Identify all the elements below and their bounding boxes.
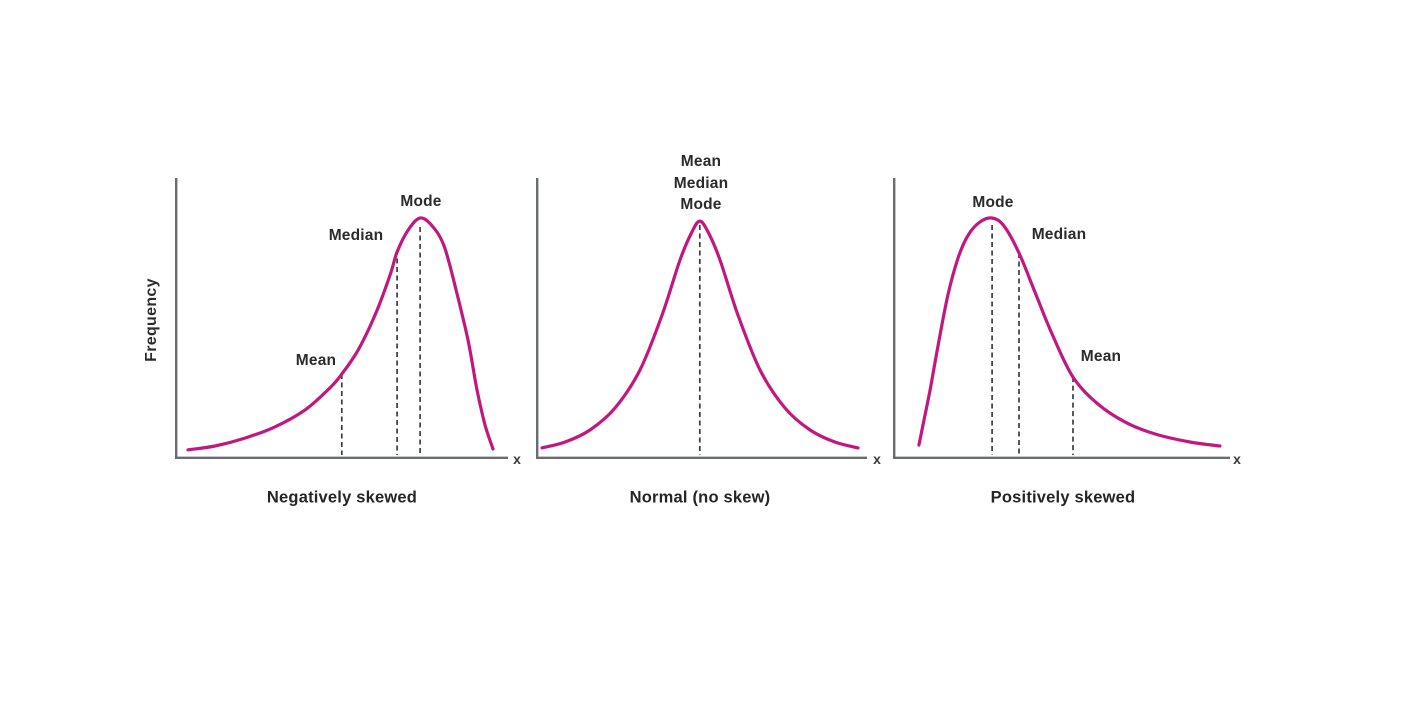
panel-caption-normal: Normal (no skew) bbox=[629, 488, 771, 507]
x-axis-label: x bbox=[873, 451, 881, 467]
marker-label-mode: Mode bbox=[400, 193, 442, 210]
marker-label-median: Median bbox=[328, 227, 384, 244]
marker-label-mean: Mean bbox=[1080, 348, 1122, 365]
y-axis-label-frequency: Frequency bbox=[143, 278, 160, 362]
panel-caption-negatively-skewed: Negatively skewed bbox=[266, 488, 418, 507]
panel-caption-positively-skewed: Positively skewed bbox=[990, 488, 1136, 507]
axes bbox=[536, 178, 867, 459]
x-axis-label: x bbox=[513, 451, 521, 467]
density-curve-positive-skew bbox=[917, 216, 1222, 448]
peak-label-median: Median bbox=[673, 175, 729, 192]
density-curve-none-skew bbox=[540, 219, 860, 450]
density-plot-negative-skew bbox=[175, 178, 508, 459]
density-curve-negative-skew bbox=[186, 216, 495, 452]
axes bbox=[175, 178, 508, 459]
marker-label-median: Median bbox=[1031, 226, 1087, 243]
peak-label-mean: Mean bbox=[680, 153, 722, 170]
density-plot-positive-skew bbox=[893, 178, 1230, 459]
peak-label-mode: Mode bbox=[680, 196, 722, 213]
marker-label-mean: Mean bbox=[295, 352, 337, 369]
marker-label-mode: Mode bbox=[972, 194, 1014, 211]
density-plot-normal bbox=[536, 178, 867, 459]
axes bbox=[893, 178, 1230, 459]
x-axis-label: x bbox=[1233, 451, 1241, 467]
